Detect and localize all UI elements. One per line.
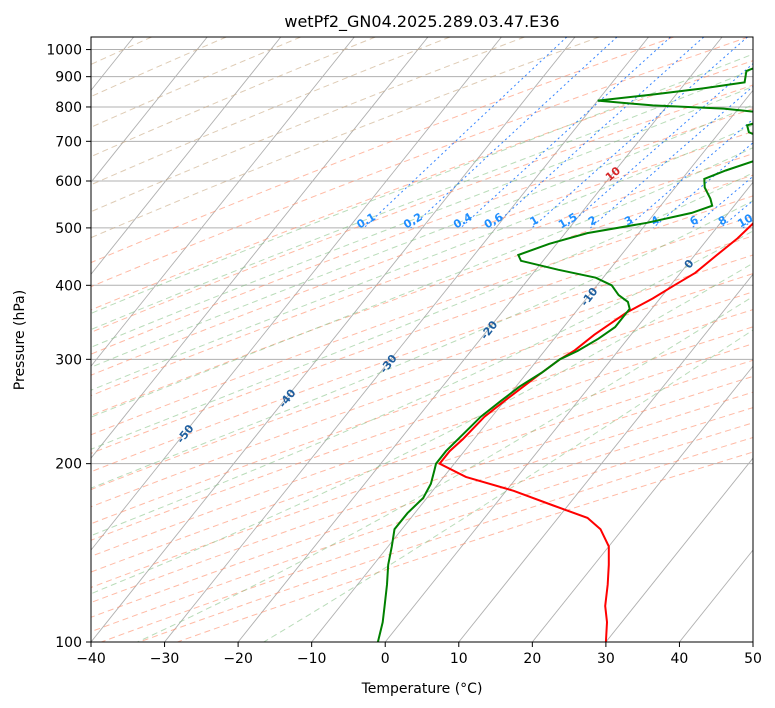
dry-adiabat-line bbox=[91, 309, 753, 541]
moist-adiabat-line bbox=[91, 262, 753, 595]
y-tick-label: 400 bbox=[55, 278, 82, 294]
y-tick-label: 900 bbox=[55, 70, 82, 86]
profile-lines bbox=[376, 67, 753, 642]
moist-adiabat-line bbox=[91, 172, 753, 450]
dry-adiabat-line bbox=[91, 407, 753, 633]
dry-adiabat-line bbox=[91, 84, 753, 333]
moist-adiabat-line bbox=[91, 85, 753, 348]
isotherm-line bbox=[237, 37, 723, 642]
dry-adiabat-line bbox=[91, 391, 753, 618]
isotherm-line bbox=[91, 37, 355, 367]
plot-frame bbox=[90, 36, 754, 643]
dewpoint-profile-line bbox=[376, 67, 753, 642]
dry-adiabat-line bbox=[91, 37, 600, 239]
mixing-ratio-line bbox=[626, 118, 753, 229]
y-tick-label: 700 bbox=[55, 134, 82, 150]
isotherm-line bbox=[91, 37, 429, 459]
isotherm-line bbox=[458, 273, 753, 642]
isotherm-line bbox=[91, 37, 576, 642]
mixing-ratio-line bbox=[565, 63, 753, 229]
isotherm-line bbox=[605, 457, 753, 642]
moist-adiabat-line bbox=[91, 147, 753, 418]
moist-adiabat-line bbox=[91, 104, 753, 368]
background-lines bbox=[91, 37, 753, 642]
dry-adiabat-line bbox=[177, 451, 753, 642]
temperature-profile-line bbox=[438, 222, 753, 642]
y-tick-label: 200 bbox=[55, 457, 82, 473]
isotherm-line bbox=[384, 181, 753, 642]
mixing-ratio-line bbox=[410, 37, 618, 229]
isotherm-line bbox=[531, 365, 753, 642]
y-tick-label: 1000 bbox=[46, 43, 82, 59]
y-tick-label: 800 bbox=[55, 100, 82, 116]
dry-adiabat-line bbox=[91, 60, 753, 311]
mixing-ratio-line bbox=[531, 37, 748, 229]
dry-adiabat-line bbox=[91, 37, 376, 158]
x-tick-label: 0 bbox=[381, 651, 390, 667]
x-tick-label: 20 bbox=[523, 651, 541, 667]
y-axis: 100 200 300 400 500 600 700 800 900 1000 bbox=[46, 43, 91, 651]
x-tick-label: 30 bbox=[597, 651, 615, 667]
y-tick-label: 100 bbox=[55, 635, 82, 651]
mixing-ratio-line bbox=[363, 37, 568, 229]
isotherm-line bbox=[164, 37, 649, 642]
mixing-ratio-label: 10 bbox=[735, 211, 755, 230]
dry-adiabat-line bbox=[101, 422, 753, 642]
isotherm-line bbox=[91, 37, 208, 183]
y-tick-label: 500 bbox=[55, 221, 82, 237]
y-tick-label: 600 bbox=[55, 174, 82, 190]
x-tick-label: 40 bbox=[671, 651, 689, 667]
moist-adiabat-line bbox=[263, 329, 753, 642]
y-axis-label: Pressure (hPa) bbox=[12, 290, 28, 390]
chart-title: wetPf2_GN04.2025.289.03.47.E36 bbox=[284, 12, 559, 32]
isotherm-line bbox=[91, 37, 282, 275]
dry-adiabat-line bbox=[91, 108, 753, 355]
x-tick-label: −30 bbox=[150, 651, 180, 667]
x-tick-label: 50 bbox=[744, 651, 762, 667]
moist-adiabat-line bbox=[91, 69, 753, 331]
plot-background bbox=[91, 37, 753, 642]
x-tick-label: 10 bbox=[450, 651, 468, 667]
x-tick-label: −40 bbox=[76, 651, 106, 667]
mixing-ratio-line bbox=[590, 85, 753, 229]
x-tick-label: −10 bbox=[297, 651, 327, 667]
dry-adiabat-line bbox=[91, 37, 674, 264]
moist-adiabat-line bbox=[91, 124, 753, 391]
dry-adiabat-line bbox=[91, 326, 753, 557]
mixing-ratio-line bbox=[652, 142, 753, 229]
y-tick-label: 300 bbox=[55, 352, 82, 368]
isotherm-line bbox=[91, 37, 502, 551]
x-tick-label: −20 bbox=[223, 651, 253, 667]
dry-adiabat-line bbox=[91, 291, 753, 525]
moist-adiabat-line bbox=[91, 230, 753, 537]
x-axis-label: Temperature (°C) bbox=[361, 681, 483, 697]
dry-adiabat-line bbox=[139, 436, 753, 642]
mixing-ratio-line bbox=[460, 37, 671, 229]
x-axis: −40 −30 −20 −10 0 10 20 30 40 50 bbox=[76, 642, 762, 667]
